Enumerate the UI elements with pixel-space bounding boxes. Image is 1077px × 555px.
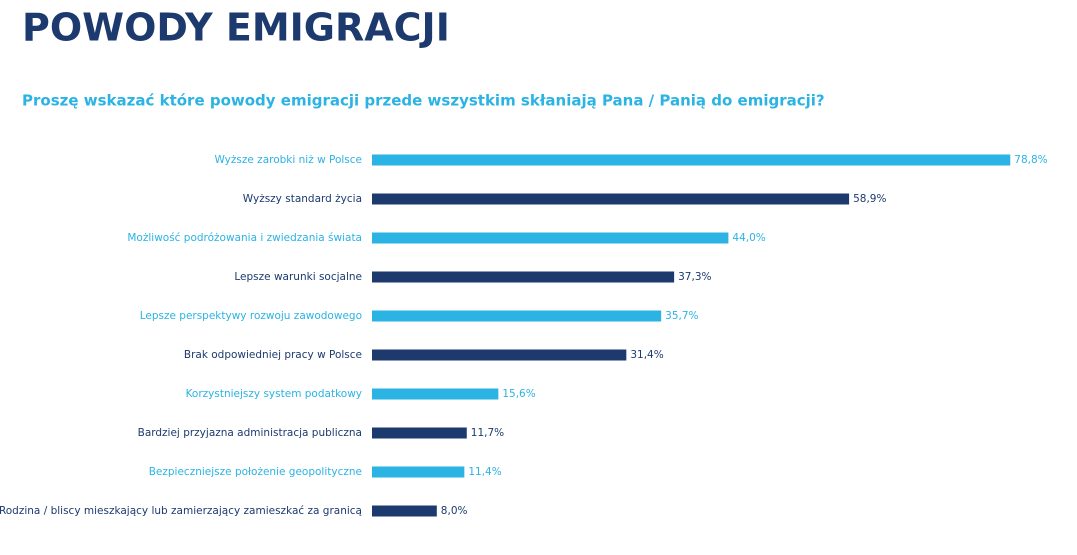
value-label: 37,3%	[678, 271, 711, 283]
value-label: 15,6%	[502, 388, 535, 400]
category-label: Korzystniejszy system podatkowy	[186, 388, 362, 400]
category-label: Lepsze perspektywy rozwoju zawodowego	[140, 310, 362, 322]
bar	[372, 466, 465, 478]
value-label: 35,7%	[665, 310, 698, 322]
category-label: Rodzina / bliscy mieszkający lub zamierz…	[0, 505, 362, 517]
bar	[372, 349, 627, 361]
bar	[372, 505, 437, 517]
bar	[372, 193, 850, 205]
value-label: 8,0%	[441, 505, 468, 517]
category-label: Bardziej przyjazna administracja publicz…	[138, 427, 362, 439]
category-label: Bezpieczniejsze położenie geopolityczne	[149, 466, 362, 478]
category-label: Wyższy standard życia	[243, 193, 362, 205]
value-label: 31,4%	[630, 349, 663, 361]
bar	[372, 154, 1011, 166]
value-label: 11,7%	[471, 427, 504, 439]
value-label: 44,0%	[732, 232, 765, 244]
bar	[372, 427, 467, 439]
category-label: Lepsze warunki socjalne	[234, 271, 362, 283]
bar	[372, 388, 499, 400]
category-label: Wyższe zarobki niż w Polsce	[214, 154, 362, 166]
category-label: Brak odpowiedniej pracy w Polsce	[184, 349, 362, 361]
category-label: Możliwość podróżowania i zwiedzania świa…	[127, 232, 362, 244]
bar	[372, 271, 675, 283]
chart-title: POWODY EMIGRACJI	[22, 6, 450, 50]
bar	[372, 310, 662, 322]
bar	[372, 232, 729, 244]
value-label: 11,4%	[468, 466, 501, 478]
chart-subtitle: Proszę wskazać które powody emigracji pr…	[22, 92, 825, 110]
value-label: 58,9%	[853, 193, 886, 205]
value-label: 78,8%	[1014, 154, 1047, 166]
